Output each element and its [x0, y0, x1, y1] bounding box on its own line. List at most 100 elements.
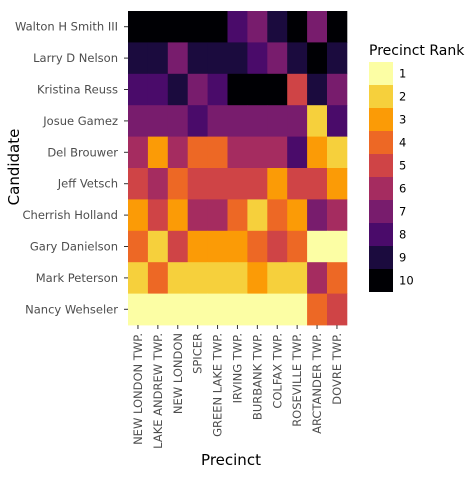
legend-swatch [369, 200, 393, 223]
heatmap-cell [128, 136, 149, 169]
heatmap-cell [167, 199, 189, 232]
heatmap-cell [167, 136, 189, 169]
heatmap-cell [307, 230, 328, 263]
heatmap-cell [327, 293, 348, 326]
heatmap-cell [327, 42, 348, 75]
heatmap-cell [167, 262, 189, 294]
x-tick-label: SPICER [191, 333, 205, 374]
heatmap-cell [267, 168, 288, 200]
heatmap-cell [207, 230, 228, 263]
heatmap-cell [307, 293, 328, 326]
heatmap-cell [187, 168, 208, 200]
heatmap-cell [287, 262, 308, 294]
legend-swatch [369, 108, 393, 131]
heatmap-cell [227, 262, 248, 294]
legend-label: 7 [399, 205, 406, 219]
legend-swatch [369, 131, 393, 154]
heatmap-cell [227, 42, 248, 75]
heatmap-cell [147, 11, 169, 43]
heatmap-cell [247, 262, 268, 294]
heatmap-cell [287, 42, 308, 75]
heatmap-cell [247, 230, 268, 263]
heatmap-cell [227, 73, 248, 106]
y-tick-label: Larry D Nelson [33, 51, 118, 65]
x-tick-label: COLFAX TWP. [270, 333, 284, 409]
heatmap-cell [187, 262, 208, 294]
heatmap-cell [147, 230, 169, 263]
x-axis-title: Precinct [201, 451, 261, 469]
heatmap-cell [187, 73, 208, 106]
y-tick-label: Josue Gamez [42, 114, 118, 128]
heatmap-cell [327, 230, 348, 263]
heatmap-cell [207, 105, 228, 137]
heatmap-cell [327, 73, 348, 106]
heatmap-cell [187, 105, 208, 137]
heatmap-cell [167, 168, 189, 200]
heatmap-cell [147, 42, 169, 75]
heatmap-cell [307, 11, 328, 43]
x-tick-label: ARCTANDER TWP. [310, 333, 324, 434]
heatmap-cell [307, 168, 328, 200]
y-tick-label: Del Brouwer [47, 145, 118, 159]
heatmap-cell [307, 42, 328, 75]
heatmap-cell [247, 73, 268, 106]
heatmap-cell [187, 230, 208, 263]
heatmap-cell [128, 199, 149, 232]
heatmap-cell [147, 105, 169, 137]
heatmap-cell [227, 136, 248, 169]
legend-title: Precinct Rank [369, 43, 465, 59]
heatmap-cell [227, 105, 248, 137]
heatmap-cells [128, 11, 348, 326]
legend-swatch [369, 177, 393, 200]
heatmap-cell [247, 136, 268, 169]
x-tick-label: NEW LONDON TWP. [131, 333, 145, 445]
heatmap-cell [227, 293, 248, 326]
legend-swatch [369, 62, 393, 85]
heatmap-cell [227, 199, 248, 232]
y-tick-label: Walton H Smith III [15, 20, 118, 34]
heatmap-cell [187, 11, 208, 43]
y-tick-label: Kristina Reuss [37, 83, 118, 97]
heatmap-cell [327, 136, 348, 169]
legend-label: 9 [399, 251, 406, 265]
heatmap-cell [247, 293, 268, 326]
heatmap-cell [147, 262, 169, 294]
heatmap-cell [307, 262, 328, 294]
heatmap-cell [227, 11, 248, 43]
legend-label: 4 [399, 136, 406, 150]
legend-label: 10 [399, 274, 414, 288]
legend-label: 3 [399, 113, 406, 127]
heatmap-cell [167, 42, 189, 75]
x-tick-label: NEW LONDON [171, 333, 185, 414]
heatmap-cell [287, 168, 308, 200]
heatmap-cell [307, 73, 328, 106]
heatmap-cell [128, 42, 149, 75]
heatmap-cell [207, 11, 228, 43]
heatmap-cell [267, 230, 288, 263]
heatmap-cell [267, 11, 288, 43]
heatmap-cell [267, 199, 288, 232]
heatmap-cell [287, 199, 308, 232]
heatmap-cell [287, 105, 308, 137]
heatmap-cell [187, 199, 208, 232]
heatmap-cell [267, 136, 288, 169]
heatmap-cell [187, 293, 208, 326]
heatmap-cell [187, 136, 208, 169]
heatmap-cell [267, 293, 288, 326]
x-tick-label: IRVING TWP. [230, 333, 244, 403]
heatmap-cell [307, 105, 328, 137]
legend-label: 1 [399, 67, 406, 81]
heatmap-cell [327, 168, 348, 200]
heatmap-cell [207, 199, 228, 232]
x-tick-label: ROSEVILLE TWP. [290, 333, 304, 427]
heatmap-cell [227, 168, 248, 200]
heatmap-cell [128, 293, 149, 326]
heatmap-cell [128, 73, 149, 106]
heatmap-cell [287, 293, 308, 326]
heatmap-cell [128, 105, 149, 137]
heatmap-cell [327, 262, 348, 294]
heatmap-cell [207, 73, 228, 106]
legend-swatch [369, 269, 393, 292]
heatmap-cell [267, 105, 288, 137]
